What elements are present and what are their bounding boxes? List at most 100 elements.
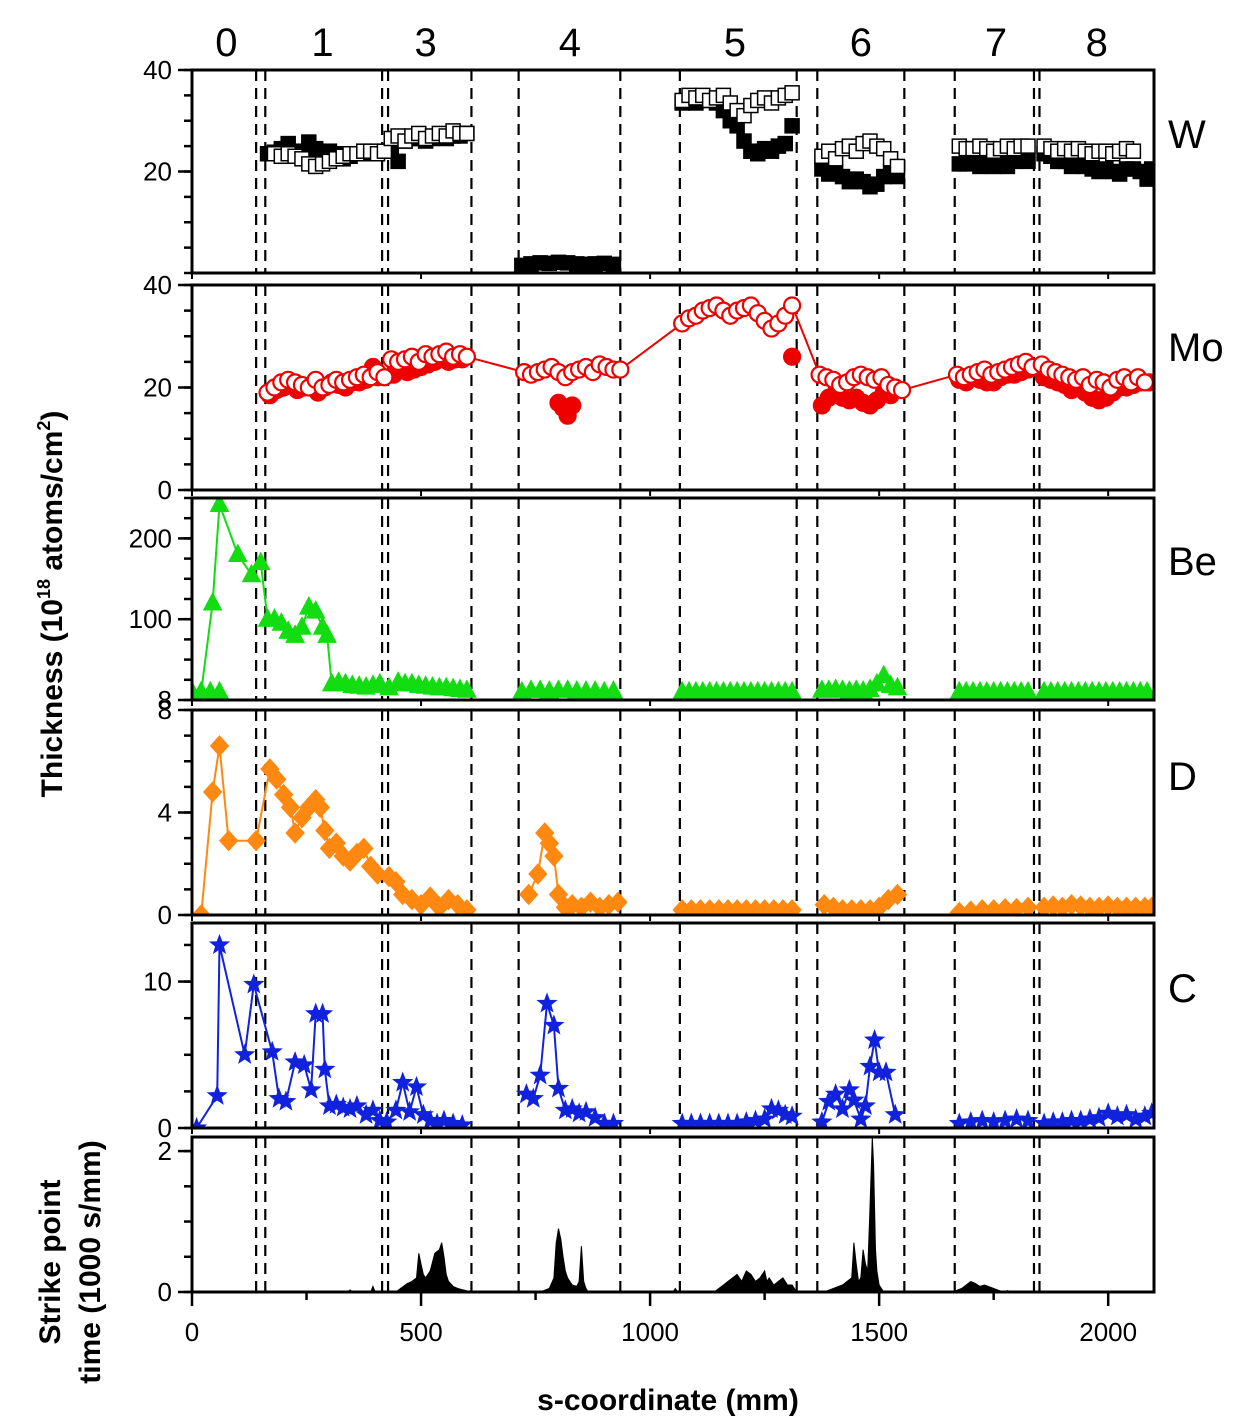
data-point-c [314,1058,336,1079]
tile-label-4: 4 [559,21,581,65]
tile-label-6: 6 [850,21,872,65]
data-point-be [305,600,326,619]
data-point-d [528,863,548,885]
data-point-c [300,1078,322,1099]
panel-c: 10 0 C [143,921,1197,1143]
x-tick-label: 2000 [1079,1317,1137,1347]
data-point-d [782,899,802,915]
data-point-c [433,1109,455,1128]
series-line-be [200,504,468,693]
data-point-mo [1144,0,1160,8]
data-point-be [873,664,894,684]
data-point-c [811,1110,833,1128]
panel-data [259,0,1154,273]
element-label-w: W [1168,113,1206,157]
data-point-c [1017,1109,1039,1128]
data-point-w [1133,0,1147,14]
strike-point-area [192,1137,1154,1292]
x-tick-label: 500 [399,1317,442,1347]
data-point-d [1142,896,1154,915]
panel-frame [190,1135,1156,1294]
data-point-w [605,256,622,273]
panel-d: 8 4 0 D [158,695,1197,930]
data-point-c [284,1050,306,1072]
data-point-c [536,992,558,1013]
data-point-w [777,135,793,152]
data-point-be [202,591,223,611]
data-point-c [311,1002,334,1023]
data-point-c [376,1110,398,1128]
data-point-be [292,616,312,635]
data-point-d [192,904,211,915]
data-point-c [385,1099,407,1120]
y-tick-label: 100 [129,604,172,634]
data-point-mo [375,368,394,387]
panel-data [192,735,1154,915]
data-point-c [1006,1108,1028,1128]
data-point-c [362,1099,384,1120]
y-axis-label-strike-1: Strike point [34,1179,67,1344]
data-point-w [889,158,906,175]
data-point-c [206,1084,228,1105]
data-point-c [854,1094,876,1116]
y-tick-label: 10 [143,967,172,997]
data-point-d [202,781,223,803]
y-tick-label: 40 [143,55,172,85]
panel-frame [190,496,1156,702]
data-point-c [522,1087,544,1108]
data-point-c [392,1071,414,1092]
panel-data [192,933,1154,1128]
element-label-d: D [1168,755,1197,799]
data-point-w [1125,143,1142,159]
data-point-mo [563,396,582,415]
data-point-c [584,1106,606,1127]
data-point-be [887,676,908,696]
tile-label-1: 1 [311,21,333,65]
y-tick-label: 0 [158,1113,172,1143]
data-point-c [1141,1102,1154,1123]
data-point-w [459,125,475,142]
data-point-mo [457,347,476,366]
data-point-w [784,118,800,134]
x-axis-label: s-coordinate (mm) [537,1384,799,1417]
data-point-d [285,822,305,844]
y-tick-label: 20 [143,373,172,403]
y-tick-label: 0 [158,1277,172,1307]
data-point-be [603,680,624,699]
data-point-c [192,1116,208,1128]
data-point-c [547,1077,570,1098]
data-point-d [218,829,239,852]
panel-be: 200 100 8 Be [129,496,1217,715]
data-point-d [310,796,330,819]
y-tick-label: 8 [158,695,172,725]
data-point-be [317,624,337,643]
data-point-d [246,829,266,852]
data-point-d [1018,896,1038,915]
data-point-c [859,1055,881,1076]
data-point-c [293,1053,315,1075]
y-tick-label: 0 [158,475,172,505]
panel-frame [190,708,1156,917]
data-point-c [243,973,265,994]
data-point-mo [783,347,802,366]
element-label-c: C [1168,967,1197,1011]
data-point-c [261,1040,283,1061]
y-tick-label: 200 [129,523,172,553]
data-point-be [250,551,271,571]
data-point-c [451,1113,473,1128]
data-point-c [529,1064,551,1085]
data-point-c [754,1108,776,1128]
tile-label-7: 7 [985,21,1007,65]
data-point-d [519,883,539,906]
data-point-mo [783,296,802,315]
data-point-be [241,563,262,583]
data-point-d [608,891,628,913]
y-tick-label: 40 [143,270,172,300]
y-axis-label-strike-2: time (1000 s/mm) [74,1140,107,1383]
data-point-d [544,845,564,867]
tile-label-0: 0 [215,21,237,65]
data-point-mo [1135,373,1154,392]
